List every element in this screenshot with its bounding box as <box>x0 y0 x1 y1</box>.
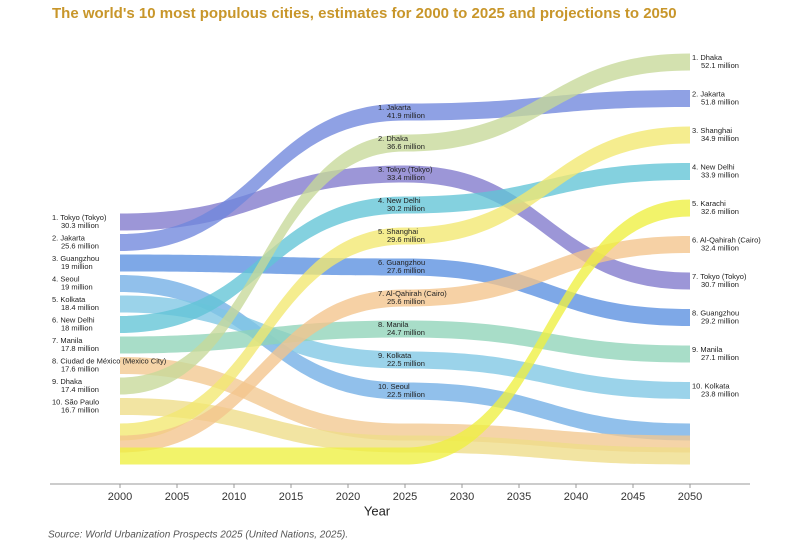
city-ribbon <box>120 275 690 441</box>
city-label: 10. Seoul <box>378 382 410 391</box>
population-label: 25.6 million <box>387 297 425 306</box>
chart-title: The world's 10 most populous cities, est… <box>52 5 677 22</box>
population-label: 27.1 million <box>701 353 739 362</box>
population-label: 23.8 million <box>701 389 739 398</box>
x-tick-label: 2030 <box>450 491 474 503</box>
city-label: 7. Manila <box>52 336 83 345</box>
city-label: 2. Jakarta <box>692 89 726 98</box>
x-tick-label: 2020 <box>336 491 360 503</box>
city-label: 3. Tokyo (Tokyo) <box>378 165 433 174</box>
city-label: 5. Shanghai <box>378 227 418 236</box>
x-tick-label: 2005 <box>165 491 189 503</box>
population-label: 33.9 million <box>701 170 739 179</box>
population-label: 30.3 million <box>61 221 99 230</box>
city-label: 5. Kolkata <box>52 295 86 304</box>
city-label: 4. New Delhi <box>378 196 421 205</box>
population-label: 27.6 million <box>387 266 425 275</box>
population-label: 17.8 million <box>61 344 99 353</box>
population-label: 22.5 million <box>387 390 425 399</box>
city-label: 10. Kolkata <box>692 381 730 390</box>
population-label: 32.4 million <box>701 243 739 252</box>
x-tick-label: 2025 <box>393 491 417 503</box>
city-label: 9. Manila <box>692 345 723 354</box>
city-label: 8. Guangzhou <box>692 308 739 317</box>
population-label: 19 million <box>61 282 93 291</box>
city-label: 7. Al-Qahirah (Cairo) <box>378 289 447 298</box>
population-label: 33.4 million <box>387 173 425 182</box>
population-label: 19 million <box>61 262 93 271</box>
population-label: 16.7 million <box>61 405 99 414</box>
population-label: 22.5 million <box>387 359 425 368</box>
city-label: 3. Shanghai <box>692 126 732 135</box>
city-label: 9. Kolkata <box>378 351 412 360</box>
city-label: 1. Jakarta <box>378 103 412 112</box>
city-label: 4. New Delhi <box>692 162 735 171</box>
city-label: 6. Al-Qahirah (Cairo) <box>692 235 761 244</box>
population-label: 29.2 million <box>701 316 739 325</box>
ribbons <box>120 53 690 465</box>
x-tick-label: 2050 <box>678 491 702 503</box>
city-ribbon <box>120 236 690 453</box>
population-label: 24.7 million <box>387 328 425 337</box>
city-label: 6. New Delhi <box>52 315 95 324</box>
city-ribbon <box>120 295 690 399</box>
population-label: 52.1 million <box>701 61 739 70</box>
city-ribbon <box>120 163 690 333</box>
city-label: 1. Dhaka <box>692 53 723 62</box>
city-label: 2. Jakarta <box>52 233 86 242</box>
city-label: 3. Guangzhou <box>52 254 99 263</box>
city-label: 8. Manila <box>378 320 409 329</box>
population-label: 18.4 million <box>61 303 99 312</box>
city-label: 1. Tokyo (Tokyo) <box>52 213 107 222</box>
city-label: 7. Tokyo (Tokyo) <box>692 272 747 281</box>
population-label: 29.6 million <box>387 235 425 244</box>
population-label: 30.2 million <box>387 204 425 213</box>
population-label: 51.8 million <box>701 97 739 106</box>
city-label: 8. Ciudad de México (Mexico City) <box>52 356 167 365</box>
city-ribbon <box>120 90 690 251</box>
source: Source: World Urbanization Prospects 202… <box>48 530 348 541</box>
city-ribbon <box>120 199 690 465</box>
city-label: 10. São Paulo <box>52 397 99 406</box>
city-label: 6. Guangzhou <box>378 258 425 267</box>
population-label: 34.9 million <box>701 134 739 143</box>
x-tick-label: 2000 <box>108 491 132 503</box>
city-label: 2. Dhaka <box>378 134 409 143</box>
population-label: 32.6 million <box>701 207 739 216</box>
x-tick-label: 2040 <box>564 491 588 503</box>
population-label: 30.7 million <box>701 280 739 289</box>
population-label: 36.6 million <box>387 142 425 151</box>
population-label: 18 million <box>61 323 93 332</box>
x-tick-label: 2015 <box>279 491 303 503</box>
population-label: 17.4 million <box>61 385 99 394</box>
city-ribbon <box>120 165 690 290</box>
city-ribbon <box>120 398 690 465</box>
x-tick-label: 2010 <box>222 491 246 503</box>
city-label: 9. Dhaka <box>52 377 83 386</box>
population-label: 25.6 million <box>61 241 99 250</box>
x-tick-label: 2035 <box>507 491 531 503</box>
x-tick-label: 2045 <box>621 491 645 503</box>
x-axis-title: Year <box>364 503 391 518</box>
city-label: 4. Seoul <box>52 274 80 283</box>
population-label: 41.9 million <box>387 111 425 120</box>
population-label: 17.6 million <box>61 364 99 373</box>
city-label: 5. Karachi <box>692 199 726 208</box>
